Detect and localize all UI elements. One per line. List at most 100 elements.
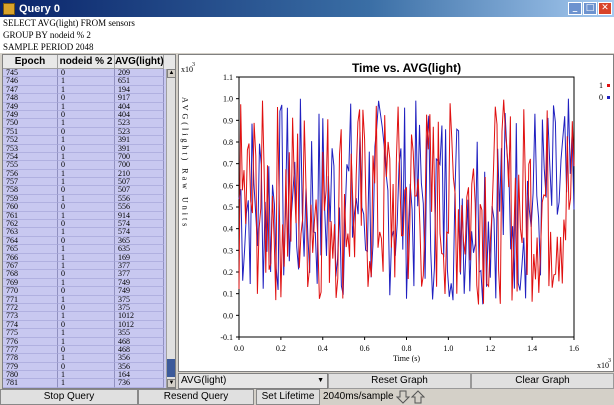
cell-value: 365 [115, 236, 164, 246]
table-row[interactable]: 768 0 377 [3, 270, 164, 279]
table-body: 745 0 209 746 1 651 747 1 194 748 0 917 749 1 404 749 0 4… [3, 69, 164, 388]
cell-value: 169 [115, 253, 164, 262]
table-row[interactable]: 749 0 404 [3, 110, 164, 120]
cell-value: 1012 [115, 320, 164, 330]
cell-epoch: 758 [3, 186, 58, 195]
table-row[interactable]: 761 1 914 [3, 211, 164, 221]
cell-value: 356 [115, 354, 164, 363]
lifetime-value: 2040ms/sample [323, 391, 394, 402]
chart-title: Time vs. AVG(light) [352, 61, 461, 75]
table-row[interactable]: 772 0 375 [3, 303, 164, 313]
cell-epoch: 749 [3, 102, 58, 111]
table-row[interactable]: 747 1 194 [3, 85, 164, 95]
column-header-value[interactable]: AVG(light) [115, 55, 164, 69]
table-row[interactable]: 764 0 365 [3, 236, 164, 246]
cell-epoch: 748 [3, 94, 58, 103]
arrow-down-icon[interactable] [396, 390, 410, 404]
arrow-up-icon[interactable] [411, 390, 425, 404]
minimize-button[interactable]: _ [568, 2, 582, 15]
table-row[interactable]: 765 1 635 [3, 245, 164, 254]
cell-group: 0 [58, 69, 115, 78]
table-row[interactable]: 756 1 210 [3, 169, 164, 179]
y-axis-label: AVG(light) Raw Units [181, 97, 190, 229]
cell-epoch: 778 [3, 354, 58, 363]
column-header-group[interactable]: nodeid % 2 [58, 55, 115, 69]
cell-value: 377 [115, 270, 164, 279]
cell-epoch: 777 [3, 345, 58, 355]
x-tick-label: 1.4 [527, 344, 537, 353]
column-header-epoch[interactable]: Epoch [3, 55, 58, 69]
table-row[interactable]: 7821566 [3, 387, 164, 388]
table-row[interactable]: 755 0 700 [3, 161, 164, 170]
table-scrollbar[interactable]: ▲ ▼ [166, 69, 175, 388]
cell-group: 1 [58, 102, 115, 111]
cell-epoch: 781 [3, 379, 58, 388]
table-row[interactable]: 759 1 556 [3, 194, 164, 204]
table-row[interactable]: 749 1 404 [3, 102, 164, 111]
table-row[interactable]: 758 0 507 [3, 186, 164, 195]
set-lifetime-button[interactable]: Set Lifetime [256, 389, 320, 405]
cell-group: 1 [58, 245, 115, 254]
table-row[interactable]: 770 0 749 [3, 287, 164, 296]
reset-graph-button[interactable]: Reset Graph [328, 373, 471, 389]
cell-value: 635 [115, 245, 164, 254]
cell-value: 377 [115, 261, 164, 271]
table-row[interactable]: 762 0 574 [3, 220, 164, 229]
table-row[interactable]: 771 1 375 [3, 295, 164, 304]
cell-epoch: 766 [3, 253, 58, 262]
table-row[interactable]: 769 1 749 [3, 278, 164, 288]
cell-group: 0 [58, 287, 115, 296]
cell-group: 1 [58, 337, 115, 346]
y-tick-label: 0.0 [223, 311, 233, 320]
cell-epoch: 747 [3, 85, 58, 95]
table-row[interactable]: 757 1 507 [3, 178, 164, 187]
stop-query-button[interactable]: Stop Query [0, 389, 138, 405]
table-row[interactable]: 767 1 377 [3, 261, 164, 271]
y-multiplier: x10 [181, 65, 193, 74]
table-row[interactable]: 763 1 574 [3, 228, 164, 237]
cell-value: 700 [115, 161, 164, 170]
table-row[interactable]: 746 1 651 [3, 77, 164, 86]
table-row[interactable]: 776 1 468 [3, 337, 164, 346]
table-row[interactable]: 760 0 556 [3, 203, 164, 212]
scroll-up-icon[interactable]: ▲ [167, 69, 175, 78]
cell-group: 0 [58, 236, 115, 246]
cell-value: 556 [115, 194, 164, 204]
table-row[interactable]: 778 1 356 [3, 354, 164, 363]
cell-epoch: 745 [3, 69, 58, 78]
chevron-down-icon[interactable]: ▼ [317, 377, 324, 384]
maximize-button[interactable]: □ [583, 2, 597, 15]
table-row[interactable]: 753 0 391 [3, 144, 164, 153]
cell-value: 507 [115, 186, 164, 195]
table-row[interactable]: 752 1 391 [3, 136, 164, 145]
cell-group: 1 [58, 228, 115, 237]
table-row[interactable]: 754 1 700 [3, 152, 164, 162]
table-row[interactable]: 748 0 917 [3, 94, 164, 103]
table-row[interactable]: 780 1 164 [3, 371, 164, 380]
graph-panel[interactable]: Time vs. AVG(light) -0.1 0.0 0.1 0.2 0.3 0.4 0.… [178, 54, 614, 372]
cell-value: 556 [115, 203, 164, 212]
cell-epoch: 757 [3, 178, 58, 187]
table-row[interactable]: 751 0 523 [3, 127, 164, 137]
attribute-select[interactable]: AVG(light) ▼ [178, 373, 328, 389]
table-row[interactable]: 774 0 1012 [3, 320, 164, 330]
close-button[interactable]: ✕ [598, 2, 612, 15]
table-row[interactable]: 781 1 736 [3, 379, 164, 388]
resend-query-button[interactable]: Resend Query [138, 389, 254, 405]
cell-value: 507 [115, 178, 164, 187]
table-row[interactable]: 777 0 468 [3, 345, 164, 355]
table-row[interactable]: 773 1 1012 [3, 312, 164, 321]
scroll-down-icon[interactable]: ▼ [167, 379, 175, 388]
cell-value: 574 [115, 228, 164, 237]
table-row[interactable]: 745 0 209 [3, 69, 164, 78]
table-row[interactable]: 775 1 355 [3, 329, 164, 338]
cell-value: 210 [115, 169, 164, 179]
cell-group: 1 [58, 371, 115, 380]
table-row[interactable]: 766 1 169 [3, 253, 164, 262]
clear-graph-button[interactable]: Clear Graph [471, 373, 614, 389]
y-tick-label: 1.1 [223, 73, 233, 82]
table-row[interactable]: 750 1 523 [3, 119, 164, 128]
cell-value: 209 [115, 69, 164, 78]
table-row[interactable]: 779 0 356 [3, 362, 164, 372]
scroll-thumb[interactable] [167, 359, 175, 377]
